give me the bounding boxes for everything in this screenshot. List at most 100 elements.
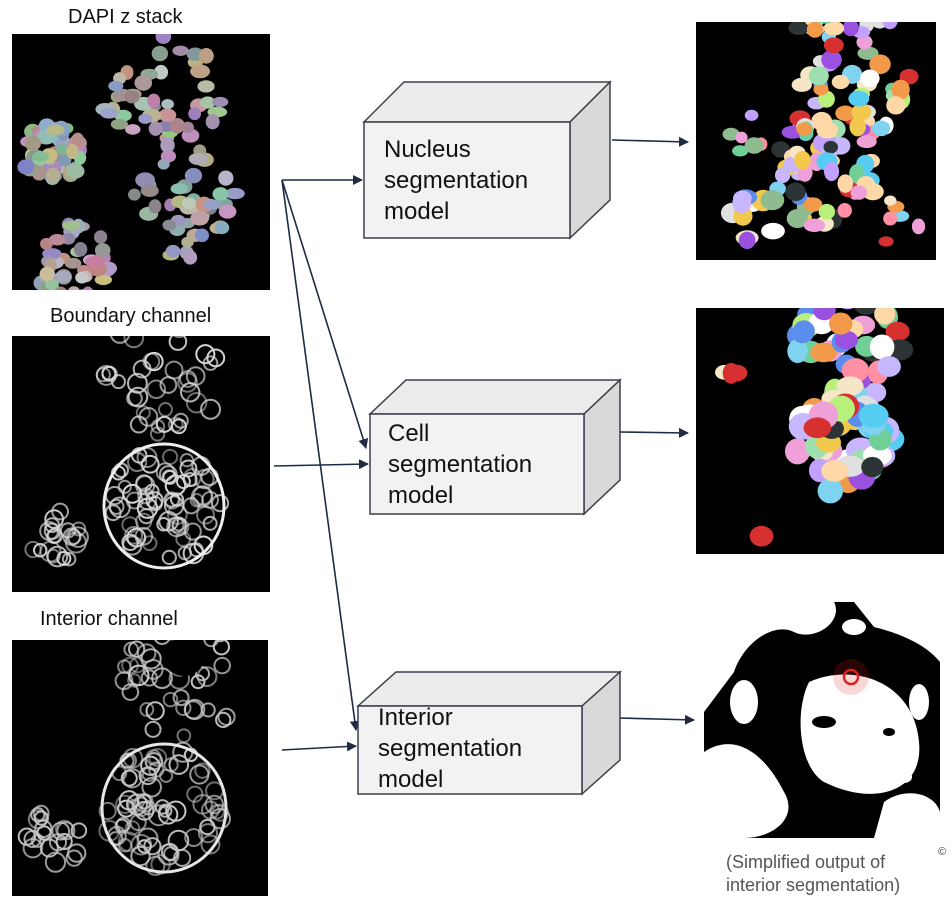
membrane-cell (156, 517, 171, 532)
membrane-cell (217, 707, 236, 726)
cell-masks-graphic (715, 308, 914, 547)
membrane-cell (65, 849, 83, 867)
membrane-cell (32, 543, 48, 558)
instance-mask (803, 197, 823, 212)
instance-mask (744, 109, 759, 121)
nucleus-blob (225, 187, 245, 200)
membrane-cell (121, 656, 139, 675)
cell-model-label: Cell segmentation model (388, 418, 532, 511)
instance-mask (861, 456, 884, 478)
membrane-cell (127, 386, 149, 408)
membrane-cell (137, 839, 152, 854)
membrane-cell (70, 822, 88, 839)
membrane-cell (144, 752, 164, 771)
membrane-cell (173, 336, 186, 339)
nucleus-blob (190, 64, 211, 79)
membrane-cell (196, 666, 218, 688)
instance-mask (841, 358, 870, 383)
nucleus-blob (155, 34, 172, 44)
membrane-cell (177, 372, 198, 393)
cell-output-arrow (619, 427, 689, 438)
nucleus-masks-graphic (720, 22, 926, 250)
nucleus-blob (190, 210, 210, 226)
membrane-cell (194, 762, 211, 779)
membrane-cell (200, 834, 221, 855)
nucleus-blob (194, 228, 210, 243)
nucleus-blob (39, 266, 55, 282)
nucleus-blob (108, 80, 124, 92)
instance-mask (774, 167, 791, 184)
nucleus-blob (212, 187, 229, 201)
instance-mask (834, 330, 859, 350)
membrane-cell (32, 804, 50, 822)
nucleus-blob (124, 90, 140, 104)
membrane-cell (215, 711, 232, 729)
membrane-cell (148, 761, 165, 778)
nucleus-blob (17, 159, 35, 175)
nucleus-blob (172, 45, 189, 56)
nucleus-blob (64, 257, 82, 269)
instance-mask (837, 174, 854, 193)
membrane-cell (115, 794, 135, 814)
membrane-cell (176, 474, 191, 490)
interior-label: Interior channel (40, 608, 178, 630)
instance-mask (886, 96, 906, 115)
instance-mask (732, 145, 749, 157)
membrane-cell (44, 851, 67, 873)
interior-membrane-graphic (17, 640, 236, 876)
instance-mask (784, 438, 811, 465)
nucleus-blob (94, 243, 111, 258)
nucleus-blob (198, 48, 214, 64)
instance-mask (722, 127, 740, 141)
membrane-cell (144, 351, 164, 372)
membrane-cell (140, 454, 160, 474)
instance-mask (761, 222, 785, 240)
membrane-cell (203, 640, 219, 648)
membrane-cell (95, 366, 111, 383)
membrane-cell (168, 336, 188, 351)
membrane-cell (117, 479, 132, 494)
membrane-cell (109, 336, 130, 344)
instance-mask (911, 218, 926, 235)
nucleus-blob (218, 170, 234, 186)
membrane-cell (159, 376, 178, 394)
dapi-image (12, 34, 270, 290)
membrane-cell (194, 666, 210, 682)
instance-mask (803, 417, 832, 439)
instance-mask (794, 150, 811, 170)
instance-mask (817, 22, 832, 24)
membrane-cell (130, 845, 151, 867)
instance-mask (876, 356, 901, 377)
instance-mask (872, 120, 891, 137)
membrane-cell (161, 469, 177, 485)
instance-mask (851, 103, 872, 121)
nucleus-blob (125, 124, 141, 135)
nucleus-blob (85, 255, 105, 269)
copyright-mark: © (938, 846, 947, 858)
membrane-cell (148, 748, 168, 768)
membrane-cell (24, 540, 42, 559)
nucleus-blob (46, 124, 65, 136)
instance-mask (850, 185, 868, 200)
membrane-cell (123, 336, 145, 349)
nucleus-blob (148, 199, 162, 214)
instance-mask (824, 161, 840, 182)
membrane-cell (127, 451, 148, 473)
instance-mask (858, 403, 889, 428)
membrane-cell (168, 754, 190, 775)
cell-output-image (696, 308, 944, 554)
instance-mask (796, 122, 811, 135)
membrane-cell (141, 776, 163, 798)
membrane-cell (146, 379, 167, 400)
interior-to-interior-model-arrow (281, 741, 357, 752)
instance-mask (791, 77, 812, 92)
instance-mask (821, 459, 848, 482)
instance-mask (857, 46, 879, 60)
instance-mask (891, 79, 910, 100)
membrane-cell (213, 656, 231, 675)
dapi-to-cell-arrow (281, 179, 369, 449)
instance-mask (735, 131, 748, 144)
membrane-cell (135, 405, 151, 421)
membrane-cell (176, 728, 192, 744)
